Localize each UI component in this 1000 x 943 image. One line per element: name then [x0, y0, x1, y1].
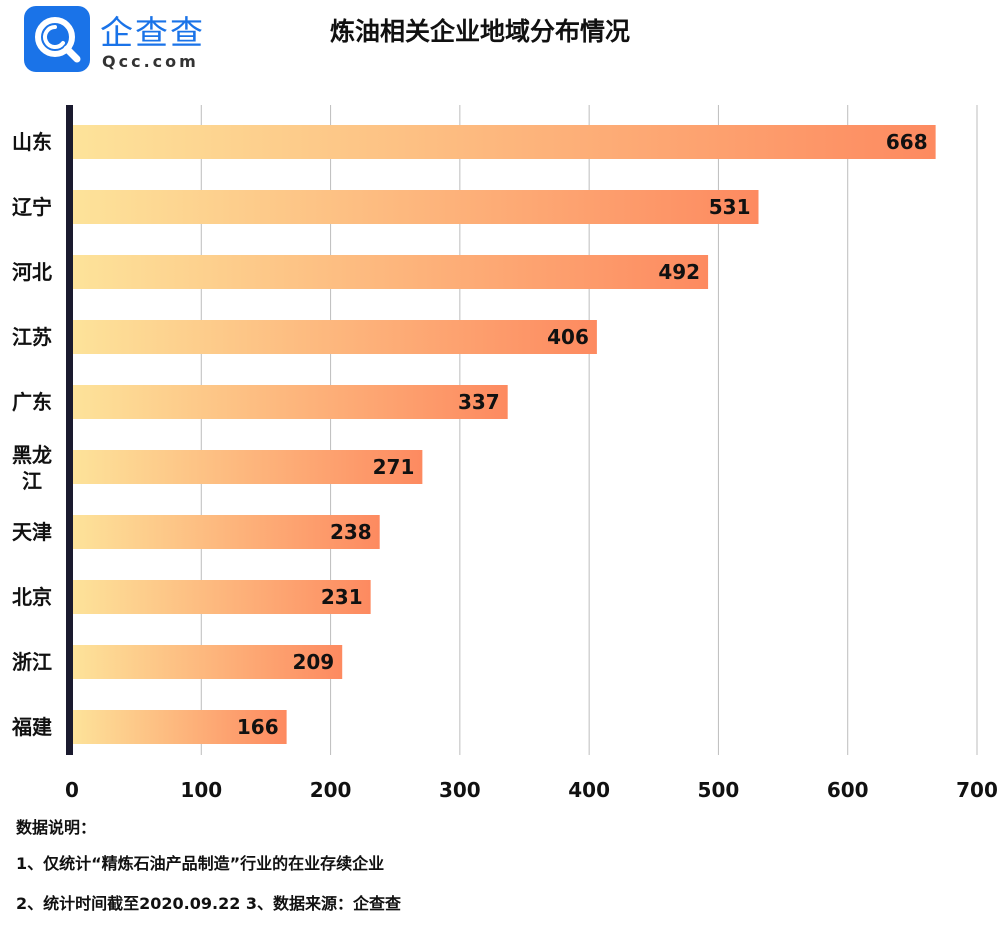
notes-line-2: 2、统计时间截至2020.09.22 3、数据来源：企查查 — [16, 894, 402, 913]
x-tick-label-0: 0 — [65, 778, 79, 802]
brand-domain: Qcc.com — [102, 52, 199, 71]
bar-3 — [72, 320, 597, 354]
x-tick-label-700: 700 — [956, 778, 998, 802]
category-label-9: 福建 — [11, 715, 52, 739]
y-axis-line — [66, 105, 73, 755]
notes-line-1: 1、仅统计“精炼石油产品制造”行业的在业存续企业 — [16, 854, 385, 873]
value-label-2: 492 — [658, 260, 700, 284]
category-label-5-cont: 江 — [22, 469, 42, 493]
bar-7 — [72, 580, 371, 614]
category-label-1: 辽宁 — [12, 195, 52, 219]
x-tick-label-500: 500 — [698, 778, 740, 802]
category-label-5: 黑龙 — [12, 443, 52, 467]
notes-heading: 数据说明： — [16, 818, 97, 837]
bar-6 — [72, 515, 380, 549]
bar-1 — [72, 190, 759, 224]
brand-name: 企查查 — [100, 13, 205, 52]
bar-9 — [72, 710, 287, 744]
value-label-8: 209 — [292, 650, 334, 674]
x-tick-label-400: 400 — [568, 778, 610, 802]
value-label-1: 531 — [709, 195, 751, 219]
qcc-magnifier-logo-icon — [24, 6, 90, 72]
bar-2 — [72, 255, 709, 289]
category-label-6: 天津 — [12, 520, 52, 544]
bar-8 — [72, 645, 343, 679]
value-label-5: 271 — [373, 455, 415, 479]
value-label-7: 231 — [321, 585, 363, 609]
value-label-6: 238 — [330, 520, 372, 544]
category-label-2: 河北 — [12, 260, 52, 284]
category-label-3: 江苏 — [12, 325, 52, 349]
value-label-4: 337 — [458, 390, 500, 414]
bar-4 — [72, 385, 508, 419]
category-label-8: 浙江 — [12, 650, 52, 674]
bar-5 — [72, 450, 423, 484]
x-tick-label-600: 600 — [827, 778, 869, 802]
chart-title: 炼油相关企业地域分布情况 — [330, 17, 631, 46]
category-label-4: 广东 — [12, 390, 52, 414]
value-label-0: 668 — [886, 130, 928, 154]
bar-0 — [72, 125, 936, 159]
category-label-7: 北京 — [12, 585, 52, 609]
brand-logo: 企查查 Qcc.com — [24, 6, 219, 76]
value-label-9: 166 — [237, 715, 279, 739]
value-label-3: 406 — [547, 325, 589, 349]
x-tick-label-200: 200 — [310, 778, 352, 802]
x-tick-label-100: 100 — [180, 778, 222, 802]
category-label-0: 山东 — [12, 130, 52, 154]
bar-chart: 668 山东 531 辽宁 492 河北 406 江苏 337 广东 271 黑龙江 238 天津 231 北… — [11, 105, 998, 802]
x-tick-label-300: 300 — [439, 778, 481, 802]
